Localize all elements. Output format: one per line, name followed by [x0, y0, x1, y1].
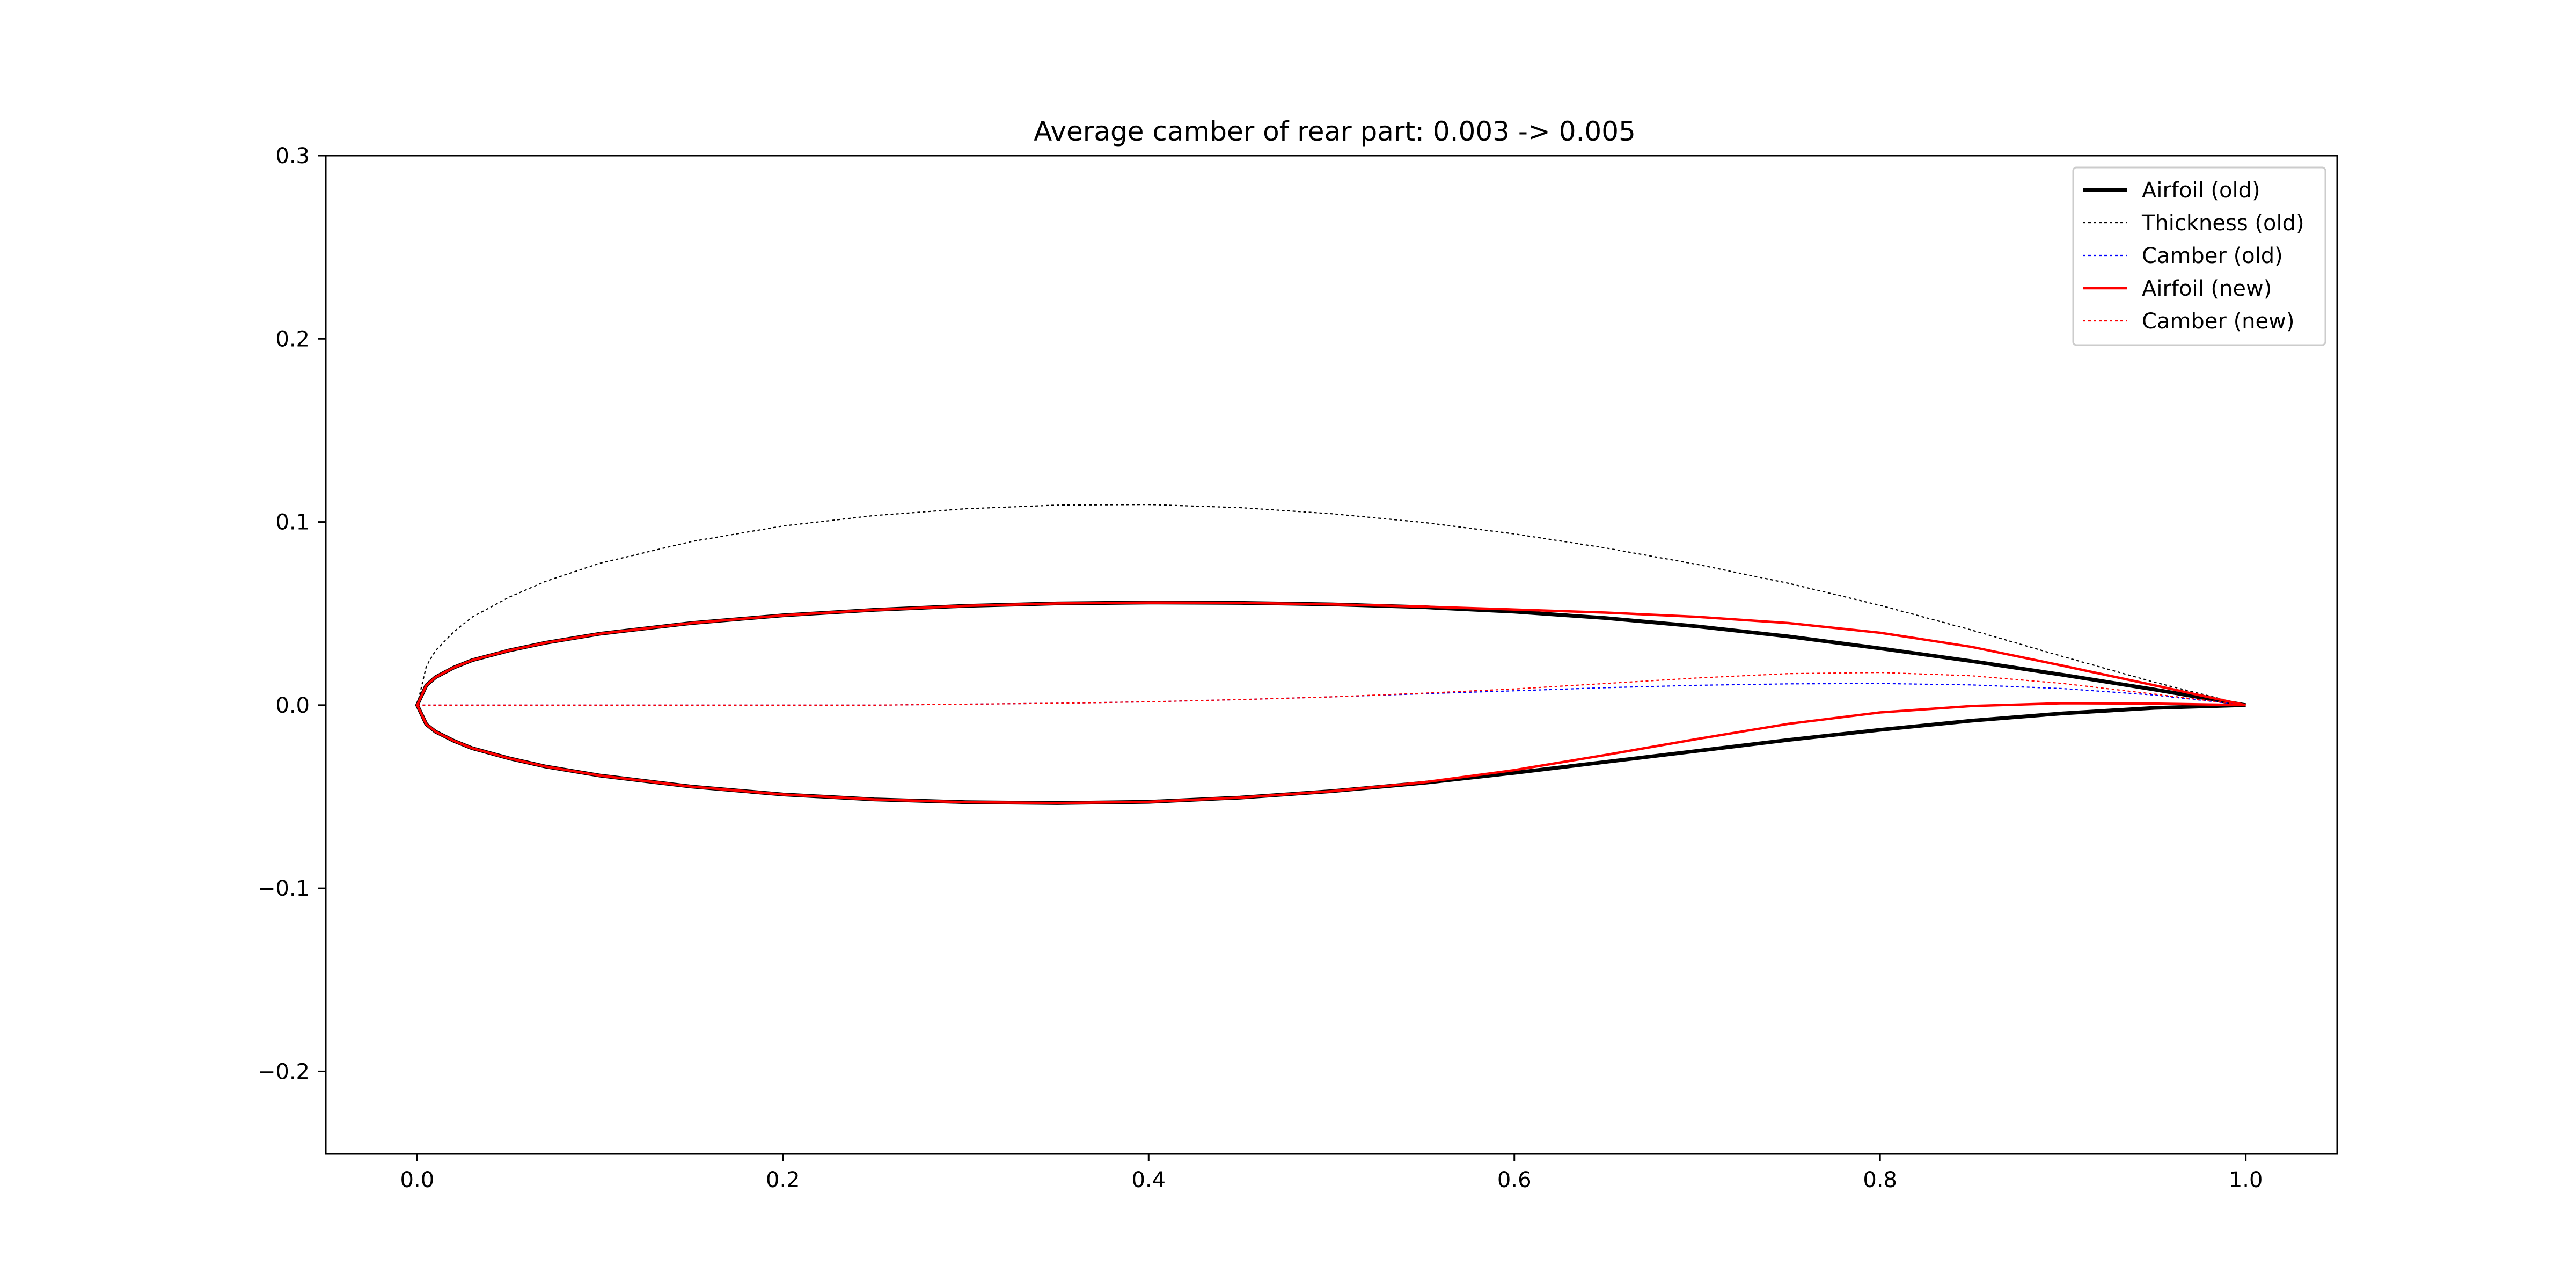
chart-title: Average camber of rear part: 0.003 -> 0.… [1034, 116, 1636, 147]
series-layer [415, 503, 2246, 805]
x-tick-label: 0.0 [400, 1168, 435, 1192]
y-tick-label: 0.3 [275, 144, 310, 169]
x-tick-label: 0.6 [1497, 1168, 1532, 1192]
y-tick-label: 0.2 [275, 327, 310, 352]
y-tick-label: 0.0 [275, 693, 310, 718]
y-tick-label: −0.1 [258, 876, 310, 901]
legend-label-airfoil-new: Airfoil (new) [2142, 276, 2272, 301]
legend: Airfoil (old) Thickness (old) Camber (old)… [2072, 166, 2326, 346]
legend-label-airfoil-old: Airfoil (old) [2142, 178, 2260, 203]
legend-box [2072, 166, 2326, 346]
x-tick-label: 0.4 [1131, 1168, 1166, 1192]
y-tick-label: 0.1 [275, 510, 310, 535]
x-axis: 0.0 0.2 0.4 0.6 0.8 1.0 [400, 1154, 2263, 1192]
plot-frame [325, 155, 2338, 1155]
x-tick-label: 0.2 [766, 1168, 800, 1192]
x-tick-label: 0.8 [1863, 1168, 1897, 1192]
series-line-camber-new [417, 671, 2246, 706]
legend-label-camber-new: Camber (new) [2142, 309, 2294, 334]
legend-label-camber-old: Camber (old) [2142, 244, 2283, 268]
series-line-thickness-old [416, 503, 2246, 706]
x-tick-label: 1.0 [2229, 1168, 2263, 1192]
legend-label-thickness-old: Thickness (old) [2141, 211, 2304, 236]
y-tick-label: −0.2 [258, 1059, 310, 1084]
y-axis: −0.2 −0.1 0.0 0.1 0.2 0.3 [258, 144, 326, 1084]
